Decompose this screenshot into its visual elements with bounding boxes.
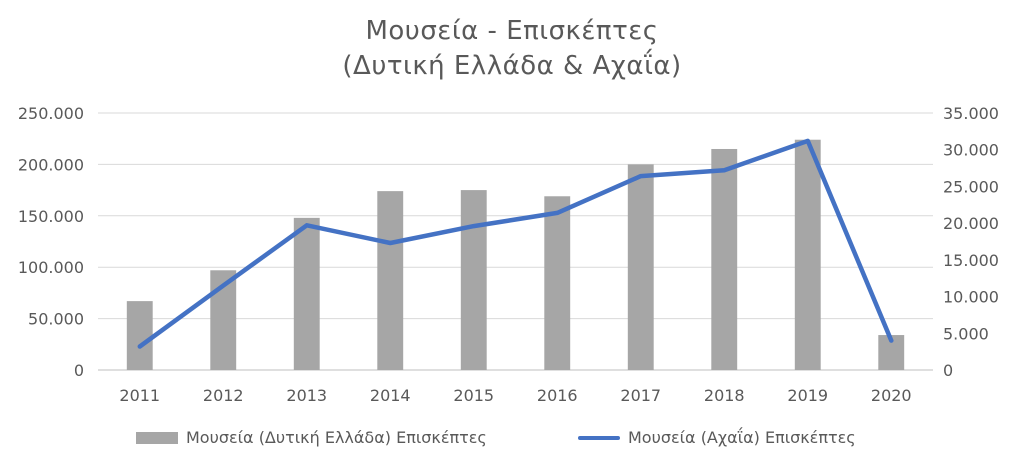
bar xyxy=(377,191,404,370)
right-tick-label: 15.000 xyxy=(943,251,999,270)
gridlines xyxy=(98,112,933,371)
x-tick-label: 2013 xyxy=(286,386,327,405)
x-tick-label: 2016 xyxy=(537,386,578,405)
line-series xyxy=(137,138,894,349)
left-tick-label: 100.000 xyxy=(18,258,84,277)
legend: Μουσεία (Δυτική Ελλάδα) Επισκέπτες Μουσε… xyxy=(0,428,1024,450)
right-tick-label: 35.000 xyxy=(943,104,999,123)
legend-item-bars: Μουσεία (Δυτική Ελλάδα) Επισκέπτες xyxy=(136,428,487,447)
x-tick-label: 2012 xyxy=(203,386,244,405)
legend-bar-swatch xyxy=(136,431,178,444)
bar-series xyxy=(126,139,905,370)
x-tick-label: 2015 xyxy=(453,386,494,405)
bar xyxy=(293,217,320,370)
left-tick-label: 150.000 xyxy=(18,207,84,226)
chart-subtitle: (Δυτική Ελλάδα & Αχαΐα) xyxy=(342,51,682,81)
legend-item-line: Μουσεία (Αχαΐα) Επισκέπτες xyxy=(578,428,856,447)
bar xyxy=(544,196,571,370)
legend-line-swatch xyxy=(578,435,620,440)
left-tick-label: 50.000 xyxy=(28,310,84,329)
left-tick-label: 250.000 xyxy=(18,104,84,123)
right-tick-label: 10.000 xyxy=(943,288,999,307)
x-tick-label: 2020 xyxy=(871,386,912,405)
bar xyxy=(711,148,738,370)
x-tick-label: 2019 xyxy=(787,386,828,405)
bar xyxy=(794,139,821,370)
right-axis-ticks: 0 5.000 10.000 15.000 20.000 25.000 30.000 35.0… xyxy=(943,104,999,380)
bar xyxy=(126,301,153,370)
left-tick-label: 200.000 xyxy=(18,155,84,174)
legend-label-bars: Μουσεία (Δυτική Ελλάδα) Επισκέπτες xyxy=(186,428,487,447)
x-tick-label: 2017 xyxy=(620,386,661,405)
legend-label-line: Μουσεία (Αχαΐα) Επισκέπτες xyxy=(628,428,856,447)
right-tick-label: 0 xyxy=(943,361,953,380)
right-tick-label: 30.000 xyxy=(943,141,999,160)
right-tick-label: 25.000 xyxy=(943,177,999,196)
right-tick-label: 5.000 xyxy=(943,324,989,343)
x-tick-label: 2018 xyxy=(704,386,745,405)
right-tick-label: 20.000 xyxy=(943,214,999,233)
x-tick-label: 2011 xyxy=(119,386,160,405)
x-axis-ticks: 2011 2012 2013 2014 2015 2016 2017 2018 2019 2020 xyxy=(119,386,911,405)
left-tick-label: 0 xyxy=(74,361,84,380)
bar xyxy=(627,164,654,370)
line-path xyxy=(137,138,894,349)
left-axis-ticks: 0 50.000 100.000 150.000 200.000 250.000 xyxy=(18,104,84,380)
x-tick-label: 2014 xyxy=(370,386,411,405)
chart-title: Μουσεία - Επισκέπτες xyxy=(365,16,659,46)
bar xyxy=(460,190,487,370)
